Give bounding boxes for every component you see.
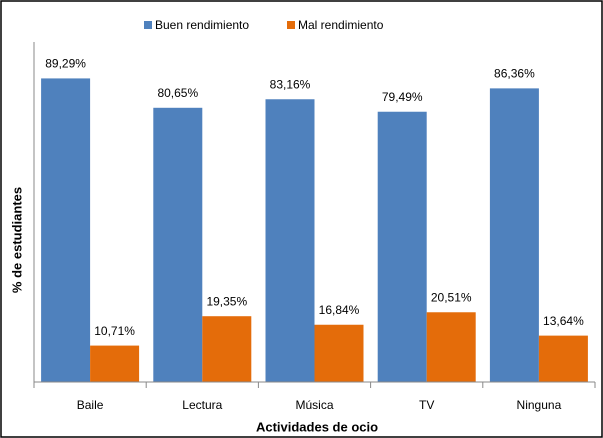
x-axis-title: Actividades de ocio: [256, 419, 378, 434]
data-label: 80,65%: [157, 86, 198, 100]
bar: [426, 312, 476, 382]
data-label: 79,49%: [382, 90, 423, 104]
bar: [41, 78, 91, 382]
x-tick-label: Ninguna: [517, 398, 562, 412]
bar: [489, 88, 539, 382]
data-label: 89,29%: [45, 57, 86, 71]
x-tick-label: Baile: [77, 398, 104, 412]
bar: [202, 316, 252, 382]
bar: [314, 324, 364, 382]
bar: [265, 99, 315, 383]
data-label: 10,71%: [94, 324, 135, 338]
legend-label: Mal rendimiento: [298, 18, 384, 32]
x-tick-label: Música: [295, 398, 333, 412]
x-tick-label: TV: [419, 398, 434, 412]
legend-swatch: [144, 21, 152, 29]
legend-label: Buen rendimiento: [155, 18, 249, 32]
bar: [153, 107, 203, 382]
data-label: 19,35%: [206, 294, 247, 308]
bar: [377, 111, 427, 382]
data-label: 16,84%: [319, 303, 360, 317]
bar: [90, 345, 140, 382]
y-axis-title: % de estudiantes: [9, 187, 24, 293]
data-label: 13,64%: [543, 314, 584, 328]
data-label: 86,36%: [494, 67, 535, 81]
bar: [538, 335, 588, 382]
data-label: 83,16%: [270, 77, 311, 91]
legend-swatch: [287, 21, 295, 29]
data-label: 20,51%: [431, 290, 472, 304]
x-tick-label: Lectura: [182, 398, 222, 412]
